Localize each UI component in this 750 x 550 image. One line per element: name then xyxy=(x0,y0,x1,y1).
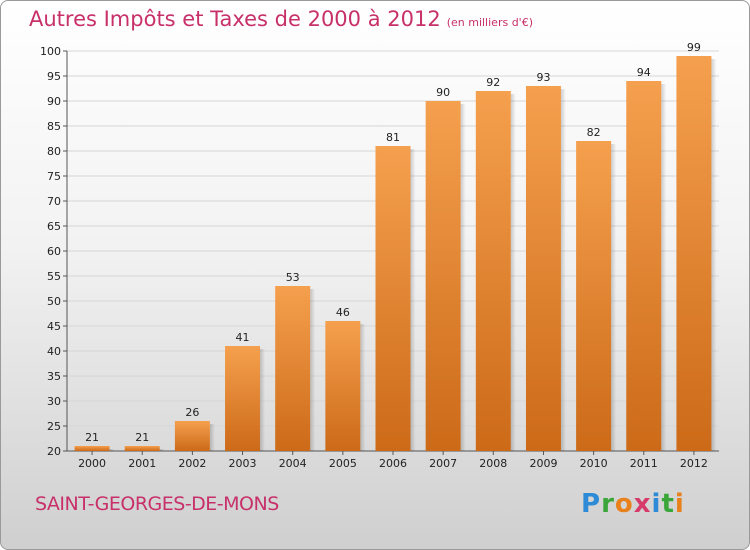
bar-2001 xyxy=(124,446,160,451)
y-tick-label: 30 xyxy=(47,395,61,408)
logo-letter: o xyxy=(614,489,634,519)
bar-shadow xyxy=(711,59,717,451)
title-unit: (en milliers d'€) xyxy=(446,16,533,29)
x-tick-label: 2005 xyxy=(329,457,357,470)
y-tick-label: 35 xyxy=(47,370,61,383)
bar-shadow xyxy=(460,104,466,451)
y-tick-label: 75 xyxy=(47,170,61,183)
data-label: 99 xyxy=(687,41,701,54)
y-tick-label: 85 xyxy=(47,120,61,133)
bar-2007 xyxy=(425,101,461,451)
y-tick-label: 100 xyxy=(40,45,61,58)
x-tick-label: 2011 xyxy=(630,457,658,470)
data-label: 94 xyxy=(637,66,651,79)
data-label: 41 xyxy=(236,331,250,344)
y-tick-label: 20 xyxy=(47,445,61,458)
bar-2012 xyxy=(676,56,712,451)
bar-shadow xyxy=(209,424,215,451)
y-tick-label: 25 xyxy=(47,420,61,433)
bar-2000 xyxy=(74,446,110,451)
y-tick-label: 45 xyxy=(47,320,61,333)
chart-title: Autres Impôts et Taxes de 2000 à 2012 (en… xyxy=(29,7,533,31)
data-label: 26 xyxy=(185,406,199,419)
y-tick-label: 80 xyxy=(47,145,61,158)
bar-shadow xyxy=(260,349,266,451)
x-tick-label: 2006 xyxy=(379,457,407,470)
bar-shadow xyxy=(661,84,667,451)
bar-shadow xyxy=(611,144,617,451)
x-tick-label: 2007 xyxy=(429,457,457,470)
proxiti-logo[interactable]: Proxiti xyxy=(581,489,685,519)
bar-shadow xyxy=(510,94,516,451)
commune-name: SAINT-GEORGES-DE-MONS xyxy=(35,493,279,515)
y-tick-label: 40 xyxy=(47,345,61,358)
bar-2010 xyxy=(576,141,612,451)
bar-2006 xyxy=(375,146,411,451)
bar-shadow xyxy=(560,89,566,451)
logo-letter: r xyxy=(601,489,615,519)
bar-shadow xyxy=(410,149,416,451)
data-label: 21 xyxy=(85,431,99,444)
bar-2009 xyxy=(525,86,561,451)
y-tick-label: 90 xyxy=(47,95,61,108)
bar-shadow xyxy=(360,324,366,451)
bar-shadow xyxy=(310,289,316,451)
bar-2011 xyxy=(626,81,662,451)
data-label: 92 xyxy=(486,76,500,89)
y-tick-label: 60 xyxy=(47,245,61,258)
x-axis: 2000 2001 2002 2003 2004 2005 2006 2007 2008 2009… xyxy=(78,451,708,470)
data-label: 82 xyxy=(587,126,601,139)
bar-2003 xyxy=(225,346,261,451)
logo-letter: i xyxy=(651,489,662,519)
x-tick-label: 2004 xyxy=(279,457,307,470)
bar-shadow xyxy=(159,449,165,451)
data-label: 53 xyxy=(286,271,300,284)
bar-shadow xyxy=(109,449,115,451)
logo-letter: x xyxy=(633,489,652,519)
x-tick-label: 2012 xyxy=(680,457,708,470)
x-tick-label: 2002 xyxy=(178,457,206,470)
data-label: 90 xyxy=(436,86,450,99)
bar-2002 xyxy=(174,421,210,451)
data-label: 93 xyxy=(536,71,550,84)
data-label: 21 xyxy=(135,431,149,444)
x-tick-label: 2010 xyxy=(580,457,608,470)
y-tick-label: 70 xyxy=(47,195,61,208)
logo-letter: i xyxy=(674,489,685,519)
x-tick-label: 2003 xyxy=(229,457,257,470)
x-tick-label: 2001 xyxy=(128,457,156,470)
title-text: Autres Impôts et Taxes de 2000 à 2012 xyxy=(29,7,441,31)
bar-2005 xyxy=(325,321,361,451)
y-tick-label: 65 xyxy=(47,220,61,233)
x-tick-label: 2009 xyxy=(529,457,557,470)
bars: 21 21 26 41 53 46 81 90 92 93 82 94 99 xyxy=(74,41,717,451)
y-tick-label: 95 xyxy=(47,70,61,83)
bar-2008 xyxy=(475,91,511,451)
x-tick-label: 2000 xyxy=(78,457,106,470)
y-tick-label: 50 xyxy=(47,295,61,308)
x-tick-label: 2008 xyxy=(479,457,507,470)
logo-letter: P xyxy=(581,489,602,519)
bar-2004 xyxy=(275,286,311,451)
data-label: 81 xyxy=(386,131,400,144)
data-label: 46 xyxy=(336,306,350,319)
y-tick-label: 55 xyxy=(47,270,61,283)
logo-letter: t xyxy=(661,489,675,519)
